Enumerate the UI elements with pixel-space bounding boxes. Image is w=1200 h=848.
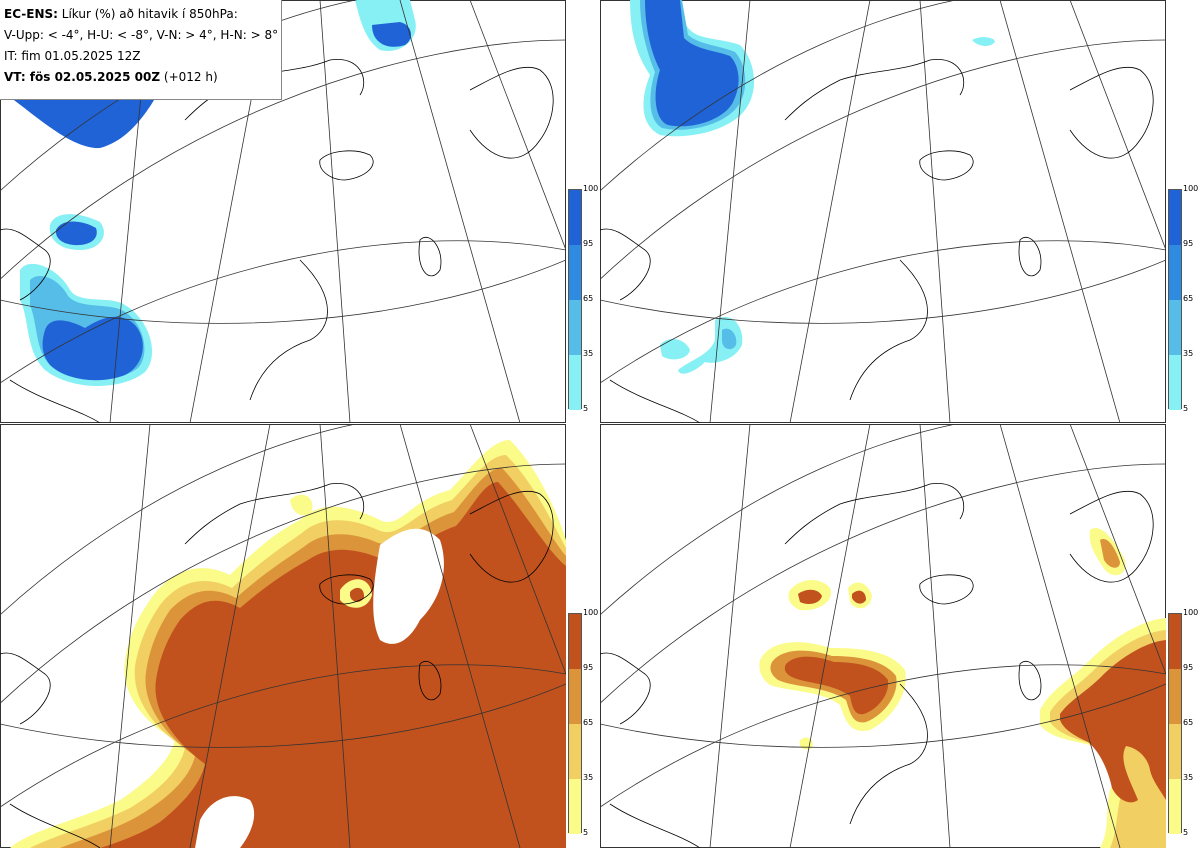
valid-time-line: VT: fös 02.05.2025 00Z (+012 h)	[4, 67, 277, 88]
coastlines	[0, 482, 554, 848]
coastlines	[0, 58, 554, 423]
colorbar-segment	[1169, 190, 1181, 245]
colorbar-segment	[1169, 724, 1181, 779]
colorbar-tick-label: 95	[583, 239, 594, 248]
colorbar-tick-label: 5	[1183, 828, 1189, 837]
colorbar-tick-label: 100	[583, 608, 599, 617]
colorbar-scale	[1168, 613, 1182, 834]
colorbar-segment	[569, 355, 581, 410]
panel-bottom-right	[600, 424, 1166, 848]
colorbar-cold-right: 100 95 65 35 5	[1168, 185, 1200, 413]
colorbar-tick-label: 65	[583, 718, 594, 727]
colorbar-segment	[569, 724, 581, 779]
colorbar-tick-label: 35	[1183, 773, 1194, 782]
colorbar-tick-label: 65	[583, 294, 594, 303]
init-time: IT: fim 01.05.2025 12Z	[4, 49, 141, 63]
colorbar-scale	[568, 189, 582, 410]
colorbar-segment	[1169, 355, 1181, 410]
info-box: EC-ENS: Líkur (%) að hitavik í 850hPa: V…	[0, 0, 282, 100]
colorbar-segment	[1169, 245, 1181, 300]
model-label: EC-ENS:	[4, 7, 58, 21]
panel-frame-bottom-right	[600, 424, 1166, 848]
graticule	[600, 0, 1166, 423]
colorbar-scale	[1168, 189, 1182, 410]
colorbar-tick-label: 95	[1183, 663, 1194, 672]
colorbar-tick-label: 100	[583, 184, 599, 193]
valid-time: VT: fös 02.05.2025 00Z	[4, 70, 161, 84]
legend-line: V-Upp: < -4°, H-U: < -8°, V-N: > 4°, H-N…	[4, 28, 279, 42]
colorbar-segment	[569, 245, 581, 300]
colorbar-segment	[569, 190, 581, 245]
coastlines	[600, 58, 1154, 423]
title-line: EC-ENS: Líkur (%) að hitavik í 850hPa:	[4, 4, 277, 25]
colorbar-tick-label: 35	[583, 349, 594, 358]
title-text: Líkur (%) að hitavik í 850hPa:	[57, 7, 238, 21]
panel-top-right	[600, 0, 1166, 423]
colorbar-segment	[569, 300, 581, 355]
colorbar-warm-left: 100 95 65 35 5	[568, 609, 608, 837]
colorbar-tick-label: 95	[583, 663, 594, 672]
colorbar-tick-label: 5	[1183, 404, 1189, 413]
colorbar-segment	[569, 614, 581, 669]
colorbar-tick-label: 100	[1183, 184, 1199, 193]
colorbar-tick-label: 35	[1183, 349, 1194, 358]
colorbar-cold-left: 100 95 65 35 5	[568, 185, 608, 413]
colorbar-tick-label: 65	[1183, 718, 1194, 727]
graticule	[0, 0, 566, 423]
colorbar-segment	[1169, 779, 1181, 834]
coastlines	[600, 482, 1154, 848]
colorbar-tick-label: 100	[1183, 608, 1199, 617]
colorbar-tick-label: 35	[583, 773, 594, 782]
colorbar-segment	[1169, 669, 1181, 724]
colorbar-tick-label: 5	[583, 828, 589, 837]
colorbar-segment	[1169, 300, 1181, 355]
colorbar-segment	[569, 669, 581, 724]
forecast-hour: (+012 h)	[160, 70, 218, 84]
probability-field-warm	[759, 528, 1166, 848]
colorbar-tick-label: 95	[1183, 239, 1194, 248]
panel-bottom-left	[0, 424, 566, 848]
colorbar-warm-right: 100 95 65 35 5	[1168, 609, 1200, 837]
colorbar-segment	[1169, 614, 1181, 669]
colorbar-tick-label: 65	[1183, 294, 1194, 303]
colorbar-tick-label: 5	[583, 404, 589, 413]
colorbar-scale	[568, 613, 582, 834]
colorbar-segment	[569, 779, 581, 834]
probability-field-cold	[630, 0, 995, 374]
